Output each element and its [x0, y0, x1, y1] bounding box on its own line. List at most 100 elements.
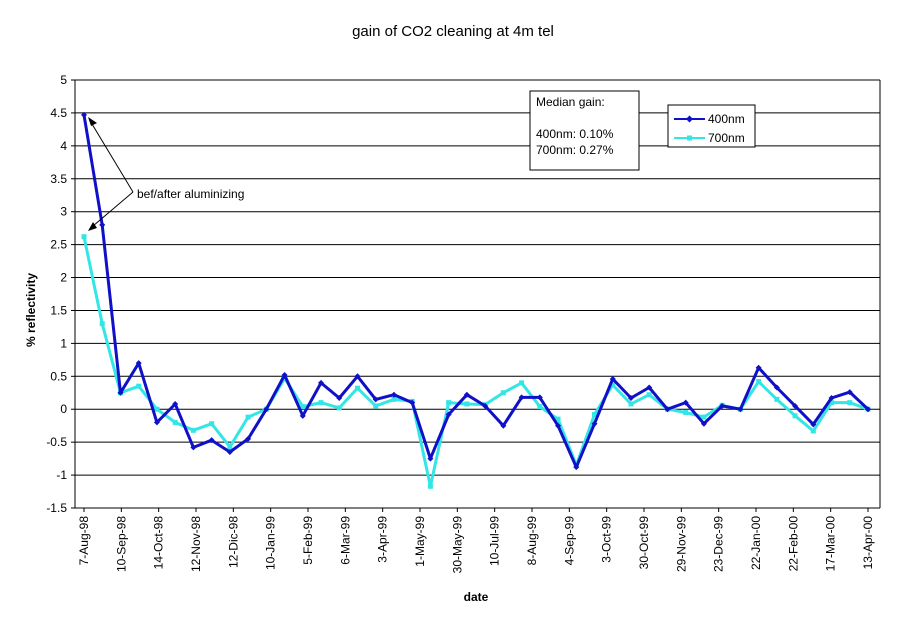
point-700nm: [99, 321, 105, 327]
series-line-700nm: [82, 236, 869, 488]
point-400nm: [135, 360, 142, 367]
point-700nm: [227, 444, 233, 450]
point-400nm: [792, 402, 799, 409]
y-tick-label: 4.5: [50, 106, 67, 120]
point-400nm: [846, 389, 853, 396]
x-tick-label: 30-May-99: [450, 516, 464, 574]
point-400nm: [536, 394, 543, 401]
point-400nm: [318, 379, 325, 386]
point-400nm: [299, 412, 306, 419]
note-line-1: Median gain:: [536, 95, 605, 109]
y-tick-label: 0.5: [50, 369, 67, 383]
annotation-text: bef/after aluminizing: [137, 187, 244, 201]
point-700nm: [391, 396, 397, 402]
point-400nm: [627, 395, 634, 402]
annotation-arrow-1: [91, 123, 134, 193]
point-700nm: [336, 405, 342, 411]
x-tick-label: 30-Oct-99: [637, 516, 651, 570]
point-400nm: [208, 437, 215, 444]
y-tick-label: -1: [56, 468, 67, 482]
point-700nm: [519, 380, 525, 386]
point-400nm: [828, 395, 835, 402]
y-tick-label: 5: [60, 73, 67, 87]
point-400nm: [755, 364, 762, 371]
point-400nm: [172, 400, 179, 407]
point-700nm: [464, 401, 470, 407]
point-400nm: [390, 391, 397, 398]
x-tick-label: 12-Dic-98: [226, 516, 240, 568]
point-700nm: [537, 404, 543, 410]
point-700nm: [683, 410, 689, 416]
point-700nm: [810, 428, 816, 434]
point-400nm: [445, 411, 452, 418]
point-400nm: [372, 396, 379, 403]
x-tick-label: 5-Feb-99: [301, 516, 315, 565]
point-400nm: [573, 464, 580, 471]
point-700nm: [701, 414, 707, 420]
point-700nm: [427, 483, 433, 489]
point-400nm: [190, 444, 197, 451]
point-700nm: [136, 383, 142, 389]
x-axis-title: date: [464, 590, 489, 604]
y-tick-label: 4: [60, 139, 67, 153]
point-400nm: [226, 449, 233, 456]
point-400nm: [591, 420, 598, 427]
y-tick-label: -0.5: [46, 435, 67, 449]
median-gain-box: Median gain: 400nm: 0.10% 700nm: 0.27%: [529, 90, 640, 171]
x-tick-label: 10-Sep-98: [114, 516, 128, 572]
point-400nm: [700, 420, 707, 427]
point-400nm: [646, 384, 653, 391]
point-400nm: [773, 384, 780, 391]
y-tick-label: 2: [60, 271, 67, 285]
note-line-3: 400nm: 0.10%: [536, 127, 614, 141]
point-400nm: [682, 399, 689, 406]
point-700nm: [592, 411, 598, 417]
x-tick-label: 4-Sep-99: [562, 516, 576, 566]
point-400nm: [719, 402, 726, 409]
point-700nm: [300, 404, 306, 410]
point-700nm: [555, 416, 561, 422]
point-400nm: [865, 406, 871, 413]
point-400nm: [500, 422, 507, 429]
x-tick-label: 10-Jul-99: [488, 516, 502, 566]
point-700nm: [829, 400, 835, 406]
annotation-arrow-2: [92, 191, 134, 227]
y-tick-label: 1.5: [50, 303, 67, 317]
point-400nm: [354, 373, 361, 380]
point-400nm: [409, 399, 416, 406]
point-700nm: [81, 234, 87, 240]
x-tick-label: 10-Jan-99: [264, 516, 278, 570]
y-tick-label: -1.5: [46, 501, 67, 515]
annotation-arrowhead-1: [88, 117, 97, 126]
chart-title: gain of CO2 cleaning at 4m tel: [352, 23, 554, 40]
point-400nm: [810, 421, 817, 428]
x-tick-label: 3-Oct-99: [600, 516, 614, 563]
point-400nm: [263, 406, 270, 413]
point-700nm: [756, 379, 762, 385]
point-700nm: [646, 392, 652, 398]
x-tick-label: 6-Mar-99: [338, 516, 352, 565]
y-tick-label: 2.5: [50, 238, 67, 252]
point-400nm: [336, 395, 343, 402]
point-700nm: [245, 414, 251, 420]
point-400nm: [245, 435, 252, 442]
series-line-400nm: [82, 114, 870, 469]
point-400nm: [482, 402, 489, 409]
legend-label-400nm: 400nm: [708, 112, 745, 126]
y-tick-label: 3: [60, 205, 67, 219]
point-400nm: [555, 422, 562, 429]
point-700nm: [373, 403, 379, 409]
point-400nm: [609, 375, 616, 382]
point-400nm: [737, 406, 744, 413]
x-tick-label: 17-Mar-00: [824, 516, 838, 572]
point-400nm: [518, 394, 525, 401]
point-700nm: [318, 400, 324, 406]
point-700nm: [190, 427, 196, 433]
legend: 400nm 700nm: [667, 104, 756, 148]
point-700nm: [610, 382, 616, 388]
point-400nm: [281, 371, 288, 378]
point-700nm: [209, 421, 215, 427]
y-tick-label: 0: [60, 402, 67, 416]
point-700nm: [792, 413, 798, 419]
x-tick-label: 14-Oct-98: [152, 516, 166, 570]
